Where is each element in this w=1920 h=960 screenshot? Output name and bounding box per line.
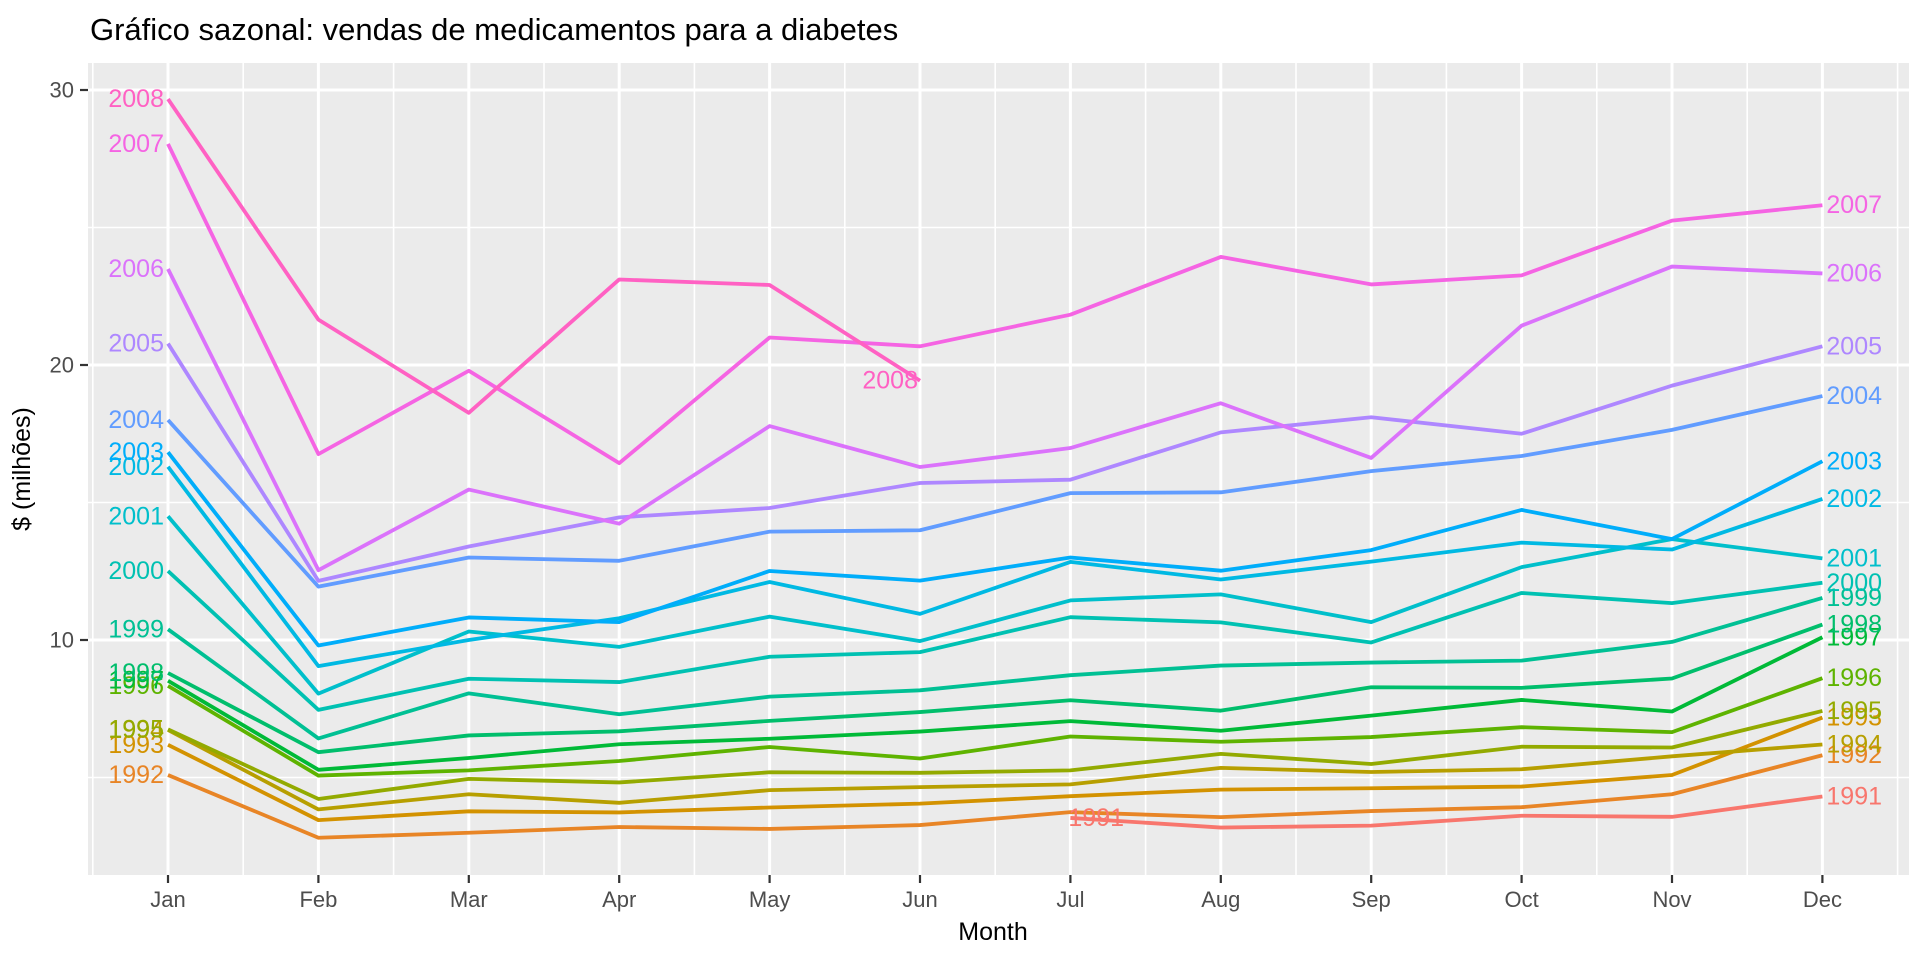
series-line-2008 <box>166 98 922 415</box>
year-label-end-2001: 2001 <box>1826 544 1882 572</box>
year-label-start-1991: 1991 <box>1068 804 1124 832</box>
series-line-1994 <box>167 728 1823 812</box>
year-label-end-2007: 2007 <box>1826 191 1882 219</box>
x-axis-title: Month <box>958 918 1027 946</box>
plot-panel <box>88 63 1909 875</box>
y-tick-label-10: 10 <box>50 628 74 653</box>
series-line-1992 <box>167 753 1823 840</box>
x-tick-label-Aug: Aug <box>1201 887 1240 912</box>
year-label-end-2003: 2003 <box>1826 447 1882 475</box>
series-line-2005 <box>166 342 1823 583</box>
year-label-start-1997: 1997 <box>108 667 164 695</box>
year-label-start-2006: 2006 <box>108 255 164 283</box>
series-line-2007 <box>166 143 1823 466</box>
x-tick-label-Apr: Apr <box>602 887 636 912</box>
series-lines <box>166 98 1824 840</box>
year-label-start-2004: 2004 <box>108 406 164 434</box>
x-tick-label-Jun: Jun <box>902 887 937 912</box>
year-label-end-1991: 1991 <box>1826 782 1882 810</box>
x-tick-label-Oct: Oct <box>1504 887 1538 912</box>
year-label-start-1996: 1996 <box>108 672 164 700</box>
year-labels: 1991199119921992199319931994199419951995… <box>108 85 1882 832</box>
series-line-1998 <box>167 622 1824 755</box>
year-label-start-2001: 2001 <box>108 502 164 530</box>
x-tick-label-May: May <box>749 887 791 912</box>
series-line-2006 <box>166 264 1823 573</box>
year-label-start-2008: 2008 <box>108 85 164 113</box>
series-line-1991 <box>1070 794 1823 830</box>
year-label-start-1993: 1993 <box>108 731 164 759</box>
year-label-end-2005: 2005 <box>1826 332 1882 360</box>
year-label-end-1994: 1994 <box>1826 731 1882 759</box>
gridlines-major <box>88 63 1909 875</box>
x-tick-label-Jan: Jan <box>150 887 185 912</box>
year-label-end-1996: 1996 <box>1826 664 1882 692</box>
year-label-end-1997: 1997 <box>1826 623 1882 651</box>
x-tick-label-Jul: Jul <box>1056 887 1084 912</box>
year-label-start-2000: 2000 <box>108 557 164 585</box>
year-label-end-1999: 1999 <box>1826 584 1882 612</box>
year-label-start-1998: 1998 <box>108 659 164 687</box>
y-tick-label-20: 20 <box>50 353 74 378</box>
gridlines-minor <box>88 63 1909 875</box>
x-tick-label-Mar: Mar <box>450 887 488 912</box>
year-label-end-1998: 1998 <box>1826 611 1882 639</box>
axis-tick-marks <box>80 88 1824 883</box>
series-line-2003 <box>166 451 1824 648</box>
year-label-end-2008: 2008 <box>862 367 918 395</box>
year-label-end-2002: 2002 <box>1826 485 1882 513</box>
year-label-start-2003: 2003 <box>108 438 164 466</box>
year-label-end-2000: 2000 <box>1826 569 1882 597</box>
x-axis-tick-labels: Jan Feb Mar Apr May Jun Jul Aug Sep Oct Nov Dec <box>150 887 1842 912</box>
year-label-end-1995: 1995 <box>1826 697 1882 725</box>
series-line-1996 <box>167 676 1824 778</box>
year-label-end-1993: 1993 <box>1826 704 1882 732</box>
series-line-1999 <box>166 596 1823 741</box>
year-label-start-2007: 2007 <box>108 130 164 158</box>
year-label-start-2002: 2002 <box>108 453 164 481</box>
year-label-start-1995: 1995 <box>108 715 164 743</box>
year-label-end-1992: 1992 <box>1826 741 1882 769</box>
series-line-2004 <box>166 394 1823 589</box>
year-label-start-1992: 1992 <box>108 761 164 789</box>
x-tick-label-Nov: Nov <box>1652 887 1691 912</box>
series-line-2002 <box>166 465 1824 669</box>
y-axis-title: $ (milhões) <box>8 407 36 531</box>
series-line-1993 <box>167 715 1824 823</box>
year-label-start-2005: 2005 <box>108 330 164 358</box>
year-label-start-1994: 1994 <box>108 716 164 744</box>
series-line-1995 <box>167 709 1823 801</box>
x-tick-label-Feb: Feb <box>299 887 337 912</box>
year-label-start-1999: 1999 <box>108 615 164 643</box>
y-axis-tick-labels: 10 20 30 <box>50 78 74 653</box>
series-line-2000 <box>166 569 1823 712</box>
year-label-end-2006: 2006 <box>1826 259 1882 287</box>
year-label-end-2004: 2004 <box>1826 382 1882 410</box>
series-line-1997 <box>167 635 1824 772</box>
y-tick-label-30: 30 <box>50 78 74 103</box>
plot-title: Gráfico sazonal: vendas de medicamentos … <box>90 12 898 47</box>
x-tick-label-Dec: Dec <box>1803 887 1842 912</box>
series-line-2001 <box>166 515 1823 696</box>
x-tick-label-Sep: Sep <box>1352 887 1391 912</box>
